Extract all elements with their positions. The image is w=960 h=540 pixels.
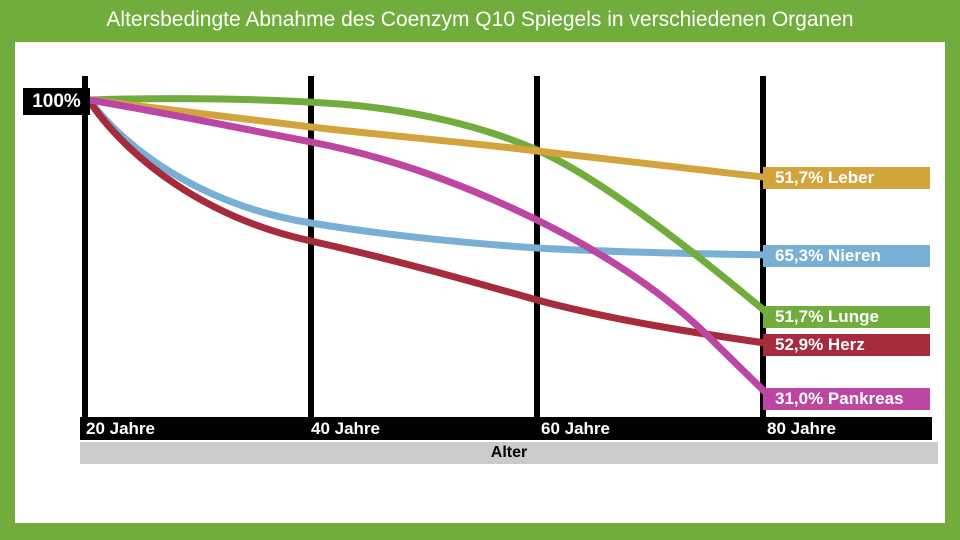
x-tick-60-jahre: 60 Jahre bbox=[541, 419, 610, 438]
series-label-lunge: 51,7% Lunge bbox=[763, 306, 930, 328]
x-tick-20-jahre: 20 Jahre bbox=[86, 419, 155, 438]
gridline-60-jahre bbox=[534, 76, 540, 440]
y-axis-100-percent-label: 100% bbox=[23, 88, 90, 115]
x-axis-title: Alter bbox=[80, 442, 938, 464]
pankreas-series-line bbox=[89, 96, 775, 402]
series-label-leber: 51,7% Leber bbox=[763, 167, 930, 189]
leber-series-line bbox=[89, 96, 773, 182]
herz-series-line bbox=[87, 100, 773, 348]
x-tick-80-jahre: 80 Jahre bbox=[767, 419, 836, 438]
chart-title: Altersbedingte Abnahme des Coenzym Q10 S… bbox=[106, 8, 854, 31]
x-tick-40-jahre: 40 Jahre bbox=[311, 419, 380, 438]
series-label-herz: 52,9% Herz bbox=[763, 334, 930, 356]
gridline-20-jahre bbox=[82, 76, 88, 440]
series-label-nieren: 65,3% Nieren bbox=[763, 245, 930, 267]
lunge-series-line bbox=[89, 95, 775, 320]
x-axis-bar: 20 Jahre 40 Jahre 60 Jahre 80 Jahre bbox=[80, 417, 932, 440]
series-label-pankreas: 31,0% Pankreas bbox=[763, 388, 930, 410]
nieren-series-line bbox=[87, 98, 773, 259]
gridline-40-jahre bbox=[308, 76, 314, 440]
